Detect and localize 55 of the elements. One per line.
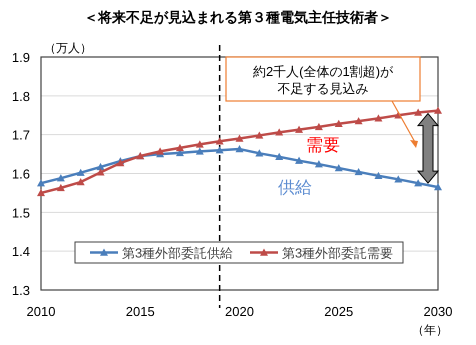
- x-tick-label: 2015: [126, 304, 155, 319]
- point: [236, 134, 244, 142]
- x-tick-label: 2010: [26, 304, 56, 319]
- chart-title: ＜将来不足が見込まれる第３種電気主任技術者＞: [84, 9, 392, 25]
- point: [236, 145, 244, 152]
- point: [255, 149, 264, 157]
- point: [37, 179, 45, 186]
- point: [334, 120, 343, 127]
- legend-label: 第3種外部委託供給: [122, 246, 234, 260]
- point: [76, 168, 85, 176]
- point: [275, 152, 284, 160]
- annotation: 需要: [306, 135, 340, 154]
- point: [295, 126, 304, 133]
- point: [96, 162, 105, 170]
- point: [56, 174, 65, 182]
- point: [394, 175, 402, 183]
- point: [314, 122, 323, 130]
- y-tick-label: 1.8: [12, 88, 30, 104]
- x-axis-title: （年）: [412, 323, 448, 337]
- point: [37, 188, 45, 196]
- y-tick-label: 1.7: [12, 128, 30, 143]
- point: [96, 168, 105, 176]
- point: [354, 168, 363, 176]
- annotation: 約2千人(全体の1割超)が不足する見込み: [252, 64, 394, 96]
- point: [275, 128, 284, 136]
- y-tick-label: 1.9: [12, 50, 30, 65]
- x-tick-label: 2025: [324, 304, 354, 319]
- point: [156, 147, 164, 155]
- y-axis-title: （万人）: [44, 41, 92, 55]
- y-tick-label: 1.4: [12, 244, 30, 260]
- point: [314, 160, 323, 168]
- point: [374, 172, 382, 180]
- point: [76, 178, 85, 186]
- point: [176, 144, 184, 152]
- point: [196, 147, 204, 155]
- point: [295, 156, 304, 164]
- x-tick-label: 2020: [225, 304, 254, 319]
- point: [414, 179, 422, 186]
- point: [196, 140, 204, 148]
- point: [354, 117, 363, 124]
- point: [334, 164, 343, 172]
- y-tick-label: 1.6: [12, 166, 30, 182]
- point: [216, 146, 224, 154]
- point: [255, 131, 264, 139]
- y-tick-label: 1.3: [12, 283, 30, 298]
- legend-label: 第3種外部委託需要: [282, 246, 394, 260]
- point: [216, 137, 224, 144]
- x-tick-label: 2030: [424, 304, 452, 319]
- point: [434, 106, 442, 114]
- annotation: 供給: [278, 178, 312, 198]
- point: [434, 183, 442, 190]
- point: [414, 108, 422, 116]
- point: [374, 114, 382, 122]
- y-tick-label: 1.5: [12, 205, 30, 220]
- point: [56, 184, 65, 192]
